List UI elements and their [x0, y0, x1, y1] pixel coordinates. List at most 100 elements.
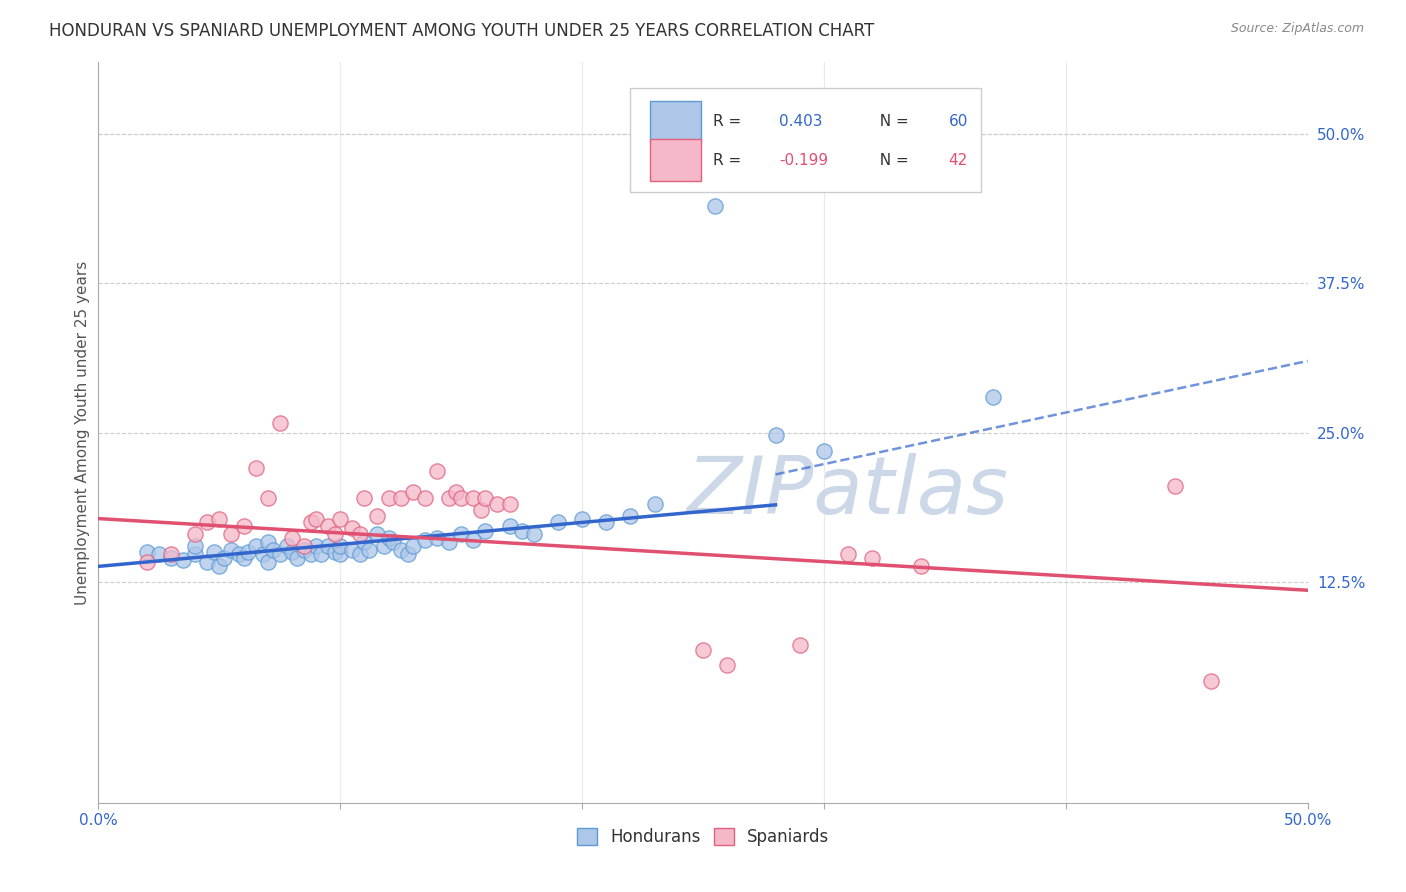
Point — [221, 542, 243, 557]
Point — [325, 545, 347, 559]
Point — [256, 535, 278, 549]
Point — [595, 515, 617, 529]
Point — [382, 535, 405, 549]
Point — [474, 524, 496, 538]
Point — [245, 461, 267, 475]
Y-axis label: Unemployment Among Youth under 25 years: Unemployment Among Youth under 25 years — [75, 260, 90, 605]
Point — [373, 539, 395, 553]
Point — [359, 542, 381, 557]
Point — [1199, 673, 1222, 688]
Point — [644, 497, 666, 511]
Point — [212, 551, 235, 566]
Point — [329, 548, 352, 562]
Text: 0.403: 0.403 — [779, 114, 823, 129]
Point — [402, 485, 425, 500]
Text: N =: N = — [870, 114, 914, 129]
Point — [437, 535, 460, 549]
Point — [184, 527, 207, 541]
Point — [292, 542, 315, 557]
Point — [329, 539, 352, 553]
Text: 60: 60 — [949, 114, 967, 129]
Point — [316, 518, 339, 533]
Point — [228, 548, 250, 562]
Point — [281, 545, 304, 559]
Point — [910, 559, 932, 574]
Point — [252, 548, 274, 562]
Point — [353, 491, 375, 506]
Point — [474, 491, 496, 506]
Point — [463, 533, 485, 547]
Point — [547, 515, 569, 529]
Point — [837, 548, 859, 562]
Point — [285, 551, 308, 566]
Point — [389, 491, 412, 506]
Point — [325, 527, 347, 541]
Point — [316, 539, 339, 553]
Point — [276, 539, 298, 553]
Point — [305, 511, 328, 525]
Point — [860, 551, 883, 566]
Point — [704, 199, 727, 213]
Point — [486, 497, 509, 511]
Point — [160, 548, 183, 562]
Point — [204, 545, 226, 559]
Point — [305, 539, 328, 553]
Point — [269, 548, 291, 562]
Text: N =: N = — [870, 153, 914, 168]
Point — [498, 497, 520, 511]
Point — [366, 509, 388, 524]
Point — [353, 535, 375, 549]
Point — [269, 416, 291, 430]
Point — [716, 658, 738, 673]
Text: 42: 42 — [949, 153, 967, 168]
Point — [523, 527, 546, 541]
Point — [299, 515, 322, 529]
Point — [299, 548, 322, 562]
Point — [221, 527, 243, 541]
Point — [377, 531, 399, 545]
Text: HONDURAN VS SPANIARD UNEMPLOYMENT AMONG YOUTH UNDER 25 YEARS CORRELATION CHART: HONDURAN VS SPANIARD UNEMPLOYMENT AMONG … — [49, 22, 875, 40]
Point — [396, 548, 419, 562]
Point — [470, 503, 492, 517]
Point — [510, 524, 533, 538]
Point — [262, 542, 284, 557]
Point — [292, 539, 315, 553]
Point — [981, 390, 1004, 404]
Text: Source: ZipAtlas.com: Source: ZipAtlas.com — [1230, 22, 1364, 36]
FancyBboxPatch shape — [630, 88, 981, 192]
Point — [366, 527, 388, 541]
Point — [208, 559, 231, 574]
Point — [349, 548, 371, 562]
Point — [765, 428, 787, 442]
Text: -0.199: -0.199 — [779, 153, 828, 168]
Point — [329, 511, 352, 525]
Point — [402, 539, 425, 553]
Point — [281, 531, 304, 545]
Point — [195, 555, 218, 569]
Point — [342, 521, 364, 535]
Point — [377, 491, 399, 506]
Point — [232, 518, 254, 533]
Point — [256, 555, 278, 569]
Point — [789, 638, 811, 652]
Point — [1163, 479, 1185, 493]
Point — [256, 491, 278, 506]
Point — [413, 491, 436, 506]
Point — [619, 509, 641, 524]
Point — [148, 548, 170, 562]
Point — [571, 511, 593, 525]
Point — [463, 491, 485, 506]
Point — [426, 531, 449, 545]
Point — [208, 511, 231, 525]
Point — [389, 542, 412, 557]
Point — [450, 527, 472, 541]
Point — [184, 548, 207, 562]
Point — [172, 553, 194, 567]
Point — [135, 555, 157, 569]
Text: R =: R = — [713, 153, 745, 168]
Point — [245, 539, 267, 553]
FancyBboxPatch shape — [650, 139, 700, 181]
Point — [135, 545, 157, 559]
Point — [413, 533, 436, 547]
Point — [309, 548, 332, 562]
